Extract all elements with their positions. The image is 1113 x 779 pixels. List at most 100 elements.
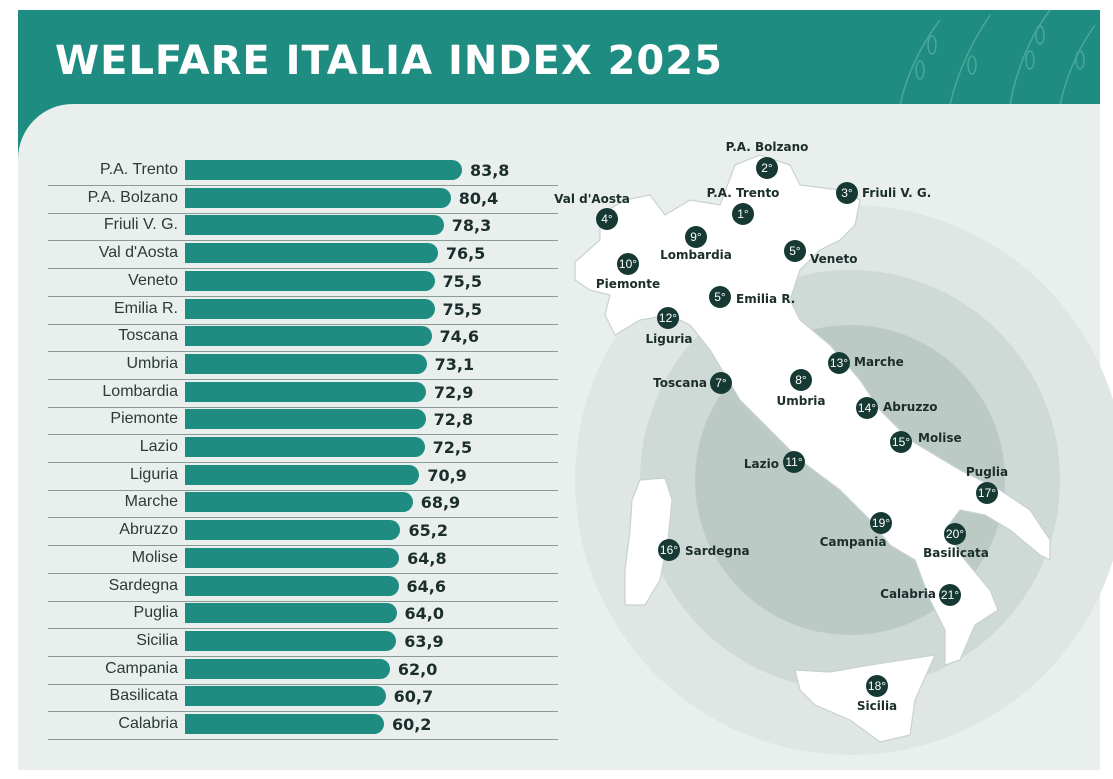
rank-marker: 16°: [658, 539, 680, 561]
bar-row: Lombardia 72,9: [48, 380, 558, 408]
value-label: 65,2: [408, 521, 448, 541]
bar: [185, 686, 386, 707]
value-label: 62,0: [397, 659, 438, 679]
leaves-decoration: [899, 10, 1096, 105]
rank-marker: 18°: [866, 675, 888, 697]
bar: [185, 464, 420, 485]
bar-row: Basilicata 60,7: [48, 684, 558, 713]
bar: [185, 547, 400, 568]
bar-row: Molise 64,8: [48, 546, 558, 574]
bar: [185, 243, 438, 264]
bar-row: Marche 68,9: [48, 490, 558, 519]
rank-marker: 5°: [784, 240, 806, 262]
rank-marker: 20°: [944, 523, 966, 545]
region-label: Liguria: [645, 332, 693, 346]
bar: [185, 353, 427, 374]
value-label: 68,9: [420, 493, 461, 513]
bar-label: Basilicata: [109, 687, 178, 705]
bar-label: Lombardia: [102, 382, 178, 400]
bar-row: Piemonte 72,8: [48, 407, 558, 436]
region-label: Campania: [819, 535, 887, 549]
region-label: Puglia: [965, 465, 1009, 479]
value-label: 70,9: [427, 465, 467, 485]
bar: [185, 160, 462, 180]
bar-label: Liguria: [129, 465, 178, 483]
value-label: 80,4: [458, 188, 499, 208]
bar-label: P.A. Trento: [100, 161, 178, 178]
region-label: Calabria: [880, 587, 936, 601]
region-label: Val d'Aosta: [554, 192, 630, 206]
rank-marker: 8°: [790, 369, 812, 391]
rank-marker: 4°: [596, 208, 618, 230]
bar: [185, 215, 444, 236]
bar: [185, 437, 425, 457]
region-label: Piemonte: [595, 277, 661, 291]
rank-marker: 5°: [709, 286, 731, 308]
bar-row: Toscana 74,6: [48, 324, 558, 353]
region-label: P.A. Trento: [706, 186, 780, 200]
rank-marker: 1°: [732, 203, 754, 225]
rank-marker: 21°: [939, 584, 961, 606]
bar-row: Puglia 64,0: [48, 601, 558, 630]
bar-row: Calabria 60,2: [48, 712, 558, 740]
region-label: Friuli V. G.: [862, 186, 932, 200]
bar: [185, 630, 397, 651]
bar-label: Molise: [131, 548, 178, 566]
bar: [185, 658, 390, 679]
value-label: 63,9: [404, 631, 444, 651]
value-label: 74,6: [439, 327, 480, 347]
rank-marker: 15°: [890, 431, 912, 453]
bar: [185, 575, 399, 596]
bar-label: Val d'Aosta: [98, 244, 178, 262]
bar-row: Val d'Aosta 76,5: [48, 241, 558, 270]
region-label: Sicilia: [856, 699, 898, 713]
value-label: 72,9: [433, 382, 474, 402]
rank-marker: 12°: [657, 307, 679, 329]
rank-marker: 2°: [756, 157, 778, 179]
bar: [185, 492, 413, 513]
sicily-shape: [794, 654, 936, 743]
rank-marker: 17°: [976, 482, 998, 504]
bar-row: Veneto 75,5: [48, 269, 558, 297]
bar: [185, 714, 384, 734]
page-title: WELFARE ITALIA INDEX 2025: [55, 38, 723, 84]
bar-row: P.A. Bolzano 80,4: [48, 186, 558, 214]
bar-label: Piemonte: [110, 410, 178, 428]
region-label: Basilicata: [923, 546, 989, 560]
value-label: 60,2: [391, 715, 432, 734]
bar: [185, 520, 401, 541]
bar-label: Veneto: [128, 271, 178, 289]
bar-row: P.A. Trento 83,8: [48, 158, 558, 186]
value-label: 73,1: [434, 354, 475, 374]
region-label: Toscana: [653, 376, 707, 390]
bar-label: Emilia R.: [113, 299, 178, 317]
rank-marker: 14°: [856, 397, 878, 419]
bar-label: Friuli V. G.: [103, 216, 178, 234]
region-label: Abruzzo: [883, 400, 938, 414]
sardinia-shape: [624, 477, 673, 606]
bar-label: Abruzzo: [119, 521, 178, 539]
region-label: Lazio: [743, 457, 779, 471]
value-label: 64,6: [406, 576, 446, 596]
bar-label: Marche: [124, 493, 178, 511]
bar-label: Calabria: [118, 715, 178, 732]
bar-row: Sardegna 64,6: [48, 574, 558, 602]
bar-row: Campania 62,0: [48, 657, 558, 685]
value-label: 60,7: [393, 687, 434, 707]
bar-label: Sicilia: [136, 631, 178, 649]
bar: [185, 298, 435, 319]
rank-marker: 10°: [617, 253, 639, 275]
value-label: 75,5: [442, 271, 482, 291]
bar-label: Puglia: [133, 604, 178, 622]
region-label: Emilia R.: [736, 292, 796, 306]
value-label: 75,5: [442, 299, 482, 319]
rank-marker: 9°: [685, 226, 707, 248]
value-label: 83,8: [469, 161, 510, 180]
value-label: 64,8: [407, 548, 447, 568]
bar-label: Umbria: [126, 354, 178, 372]
rank-marker: 7°: [710, 372, 732, 394]
rank-marker: 19°: [870, 512, 892, 534]
value-label: 72,8: [433, 410, 474, 430]
bar: [185, 270, 435, 291]
